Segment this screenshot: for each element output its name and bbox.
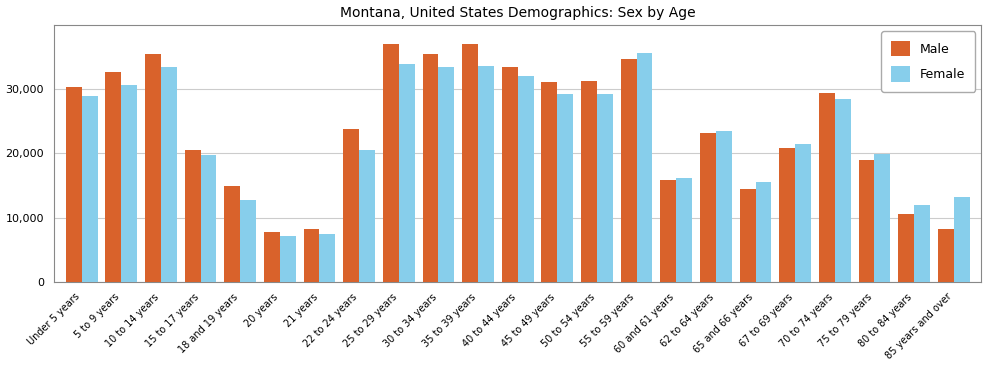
Bar (913, 206, 929, 282)
Bar (398, 64, 414, 282)
Legend: Male, Female: Male, Female (880, 31, 974, 92)
Bar (461, 44, 477, 282)
Bar (263, 232, 280, 282)
Bar (779, 148, 795, 282)
Bar (541, 82, 557, 282)
Bar (184, 150, 200, 282)
Bar (224, 186, 240, 282)
Bar (422, 54, 438, 282)
Bar (343, 129, 359, 282)
Bar (280, 236, 296, 282)
Title: Montana, United States Demographics: Sex by Age: Montana, United States Demographics: Sex… (339, 6, 695, 19)
Bar (438, 67, 454, 282)
Bar (304, 229, 319, 282)
Bar (675, 178, 691, 282)
Bar (145, 54, 161, 282)
Bar (581, 81, 597, 282)
Bar (754, 182, 771, 282)
Bar (557, 94, 573, 282)
Bar (834, 99, 850, 282)
Bar (82, 96, 98, 282)
Bar (477, 66, 493, 282)
Bar (66, 87, 82, 282)
Bar (383, 44, 398, 282)
Bar (517, 76, 533, 282)
Bar (620, 59, 636, 282)
Bar (937, 229, 952, 282)
Bar (501, 67, 517, 282)
Bar (715, 131, 731, 282)
Bar (240, 200, 255, 282)
Bar (200, 155, 216, 282)
Bar (874, 154, 889, 282)
Bar (106, 72, 121, 282)
Bar (739, 189, 754, 282)
Bar (818, 93, 834, 282)
Bar (660, 180, 675, 282)
Bar (897, 214, 913, 282)
Bar (121, 85, 137, 282)
Bar (359, 150, 375, 282)
Bar (597, 94, 612, 282)
Bar (795, 145, 810, 282)
Bar (636, 52, 652, 282)
Bar (858, 160, 874, 282)
Bar (319, 234, 335, 282)
Bar (161, 67, 176, 282)
Bar (699, 133, 715, 282)
Bar (952, 197, 968, 282)
